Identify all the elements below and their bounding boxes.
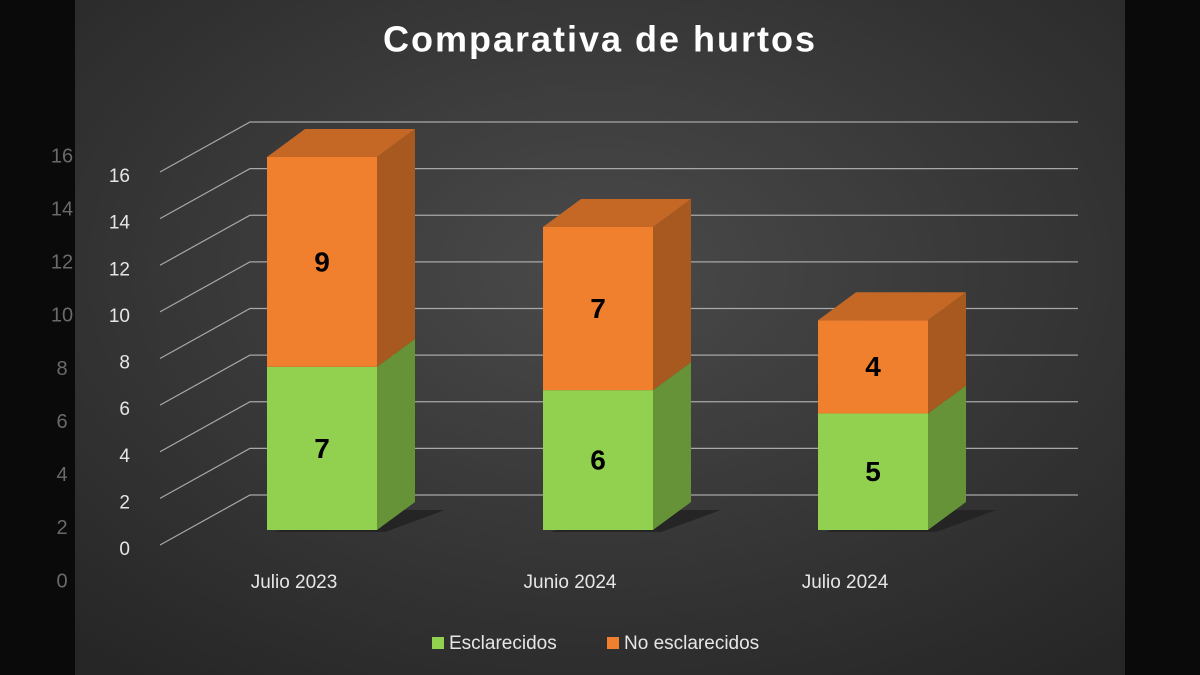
bars: 7 9 Julio 2023 6 7 Junio 2024 5 4 Julio 2024 — [251, 129, 996, 593]
y-tick-label-ghost: 8 — [56, 358, 67, 380]
legend-swatch — [607, 637, 619, 649]
legend-swatch — [432, 637, 444, 649]
grid-line — [159, 168, 1078, 220]
x-tick-label: Junio 2024 — [524, 572, 617, 593]
bar-side — [377, 129, 415, 367]
y-tick-label: 2 — [119, 492, 130, 513]
grid-line — [159, 354, 1078, 406]
bar — [267, 366, 377, 530]
y-tick-label-ghost: 16 — [51, 145, 73, 167]
grid-line — [159, 261, 1078, 313]
grid: 0 0 2 2 4 4 6 6 8 8 10 10 12 12 14 14 16 16 — [51, 121, 1078, 592]
y-tick-label: 10 — [109, 306, 130, 327]
grid-line — [159, 214, 1078, 266]
y-tick-label-ghost: 4 — [56, 464, 67, 486]
bar-side — [928, 292, 966, 414]
y-tick-label: 8 — [119, 353, 130, 374]
bar-side — [653, 198, 691, 391]
bar-side — [653, 362, 691, 530]
y-tick-label-ghost: 2 — [56, 517, 67, 539]
grid-line — [159, 447, 1078, 499]
y-tick-label-ghost: 0 — [56, 570, 67, 592]
x-tick-label: Julio 2023 — [251, 572, 338, 593]
data-label: 9 — [314, 246, 330, 277]
bar — [543, 390, 653, 530]
chart-title: Comparativa de hurtos — [383, 19, 817, 60]
data-label: 6 — [590, 444, 606, 475]
bar — [818, 320, 928, 414]
legend: Esclarecidos No esclarecidos — [432, 633, 759, 654]
y-tick-label: 16 — [109, 166, 130, 187]
data-label: 7 — [314, 433, 330, 464]
bar-top — [267, 129, 415, 157]
y-tick-label: 6 — [119, 399, 130, 420]
grid-line — [159, 121, 1078, 173]
data-label: 5 — [865, 456, 881, 487]
bar — [267, 157, 377, 367]
bar — [818, 413, 928, 530]
y-tick-label: 12 — [109, 259, 130, 280]
bar-side — [928, 385, 966, 530]
bar-top — [543, 198, 691, 227]
legend-label: Esclarecidos — [449, 633, 557, 654]
grid-line — [159, 494, 1078, 546]
grid-line — [159, 307, 1078, 360]
bar — [543, 226, 653, 391]
y-tick-label-ghost: 10 — [51, 305, 73, 327]
y-tick-label-ghost: 12 — [51, 252, 73, 274]
y-tick-label-ghost: 14 — [51, 198, 73, 220]
data-label: 7 — [590, 293, 606, 324]
legend-label: No esclarecidos — [624, 633, 759, 654]
y-tick-label-ghost: 6 — [56, 411, 67, 433]
y-tick-label: 4 — [119, 446, 130, 467]
y-tick-label: 14 — [109, 213, 131, 234]
grid-line — [159, 401, 1078, 453]
x-tick-label: Julio 2024 — [802, 572, 889, 593]
bar-side — [377, 338, 415, 530]
y-tick-label: 0 — [119, 539, 130, 560]
bar-top — [818, 292, 966, 321]
data-label: 4 — [865, 351, 881, 382]
